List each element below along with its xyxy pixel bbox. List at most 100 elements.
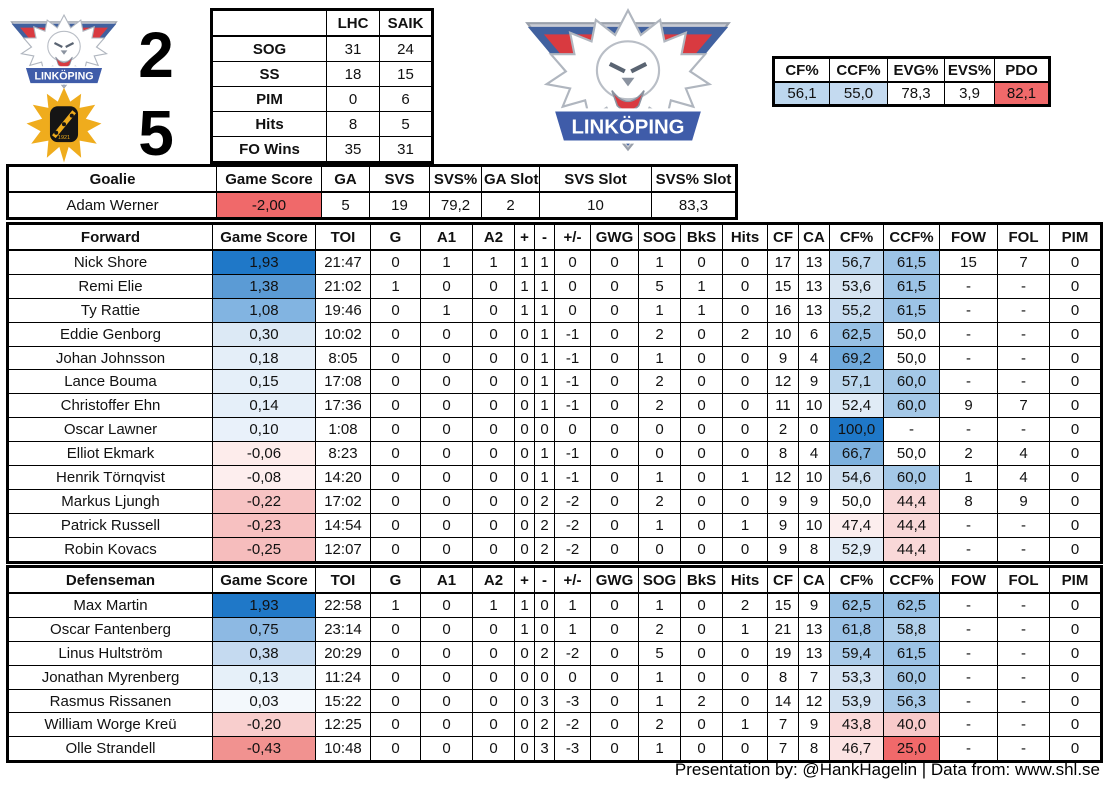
stat-cell: 44,4 [883, 536, 940, 563]
stat-cell: 1 [554, 592, 591, 618]
forward-stats-table: Forward Game Score TOI G A1 A2 + - +/- GWG SOG BkS H… [6, 222, 1103, 564]
stat-cell: 0 [514, 712, 535, 738]
stat-cell: 0 [472, 297, 515, 323]
stat-cell: 50,0 [883, 441, 940, 467]
stat-cell: - [997, 321, 1050, 347]
column-header: SOG [638, 566, 681, 594]
stat-cell: 61,8 [829, 616, 884, 642]
stat-cell: 0 [472, 536, 515, 563]
stat-cell: 0 [472, 512, 515, 538]
stat-cell: 0 [590, 393, 639, 419]
stat-cell: 0 [420, 345, 473, 371]
stat-cell: 0 [680, 417, 723, 443]
stat-cell: 0 [722, 640, 768, 666]
stat-cell: 56,1 [773, 81, 830, 106]
column-header: G [370, 223, 421, 251]
table-row: Markus Ljungh -0,22 17:02 0 0 0 0 2 -2 0 2 0 0 9 9 50,0… [7, 488, 1102, 514]
stat-cell: 0 [680, 712, 723, 738]
player-name-cell: Linus Hultström [7, 640, 213, 666]
table-row: Johan Johnsson 0,18 8:05 0 0 0 0 1 -1 0 1 0 0 9 4 69,2 5… [7, 345, 1102, 371]
stat-cell: 44,4 [883, 488, 940, 514]
stat-cell: -1 [554, 369, 591, 395]
stat-cell: - [939, 321, 998, 347]
stat-cell: 59,4 [829, 640, 884, 666]
stat-cell: 0 [472, 488, 515, 514]
stat-cell: 0 [1049, 369, 1102, 395]
stat-cell: 10 [539, 191, 652, 219]
column-header: CF [767, 223, 799, 251]
stat-cell: 0,75 [212, 616, 316, 642]
stat-cell: 18 [326, 61, 380, 87]
stat-cell: 0 [472, 736, 515, 763]
stat-cell: -1 [554, 393, 591, 419]
stat-cell: 14:20 [315, 465, 371, 490]
stat-cell: 0 [680, 536, 723, 563]
stat-cell: 1 [514, 297, 535, 323]
table-row: PIM 0 6 [211, 86, 433, 112]
stat-cell: 2 [638, 321, 681, 347]
stat-cell: 31 [326, 35, 380, 62]
stat-cell: - [997, 417, 1050, 443]
column-header: Goalie [7, 165, 217, 193]
stat-cell: - [939, 345, 998, 371]
stat-cell: 60,0 [883, 369, 940, 395]
stat-cell: 1 [554, 616, 591, 642]
column-header: Game Score [212, 223, 316, 251]
stat-cell: 13 [798, 640, 830, 666]
stat-cell: 1 [370, 592, 421, 618]
stat-cell: - [997, 736, 1050, 763]
stat-cell: 1 [534, 441, 555, 467]
column-header: EVS% [944, 57, 995, 83]
stat-cell: 0 [514, 369, 535, 395]
stat-cell: 0 [680, 640, 723, 666]
stat-cell: 35 [326, 136, 380, 163]
stat-cell: 1 [534, 297, 555, 323]
player-name-cell: Markus Ljungh [7, 488, 213, 514]
table-row: 56,1 55,0 78,3 3,9 82,1 [773, 81, 1050, 106]
column-header: LHC [326, 9, 380, 37]
stat-cell: - [939, 688, 998, 714]
stat-cell: 0 [370, 616, 421, 642]
column-header: SVS% [429, 165, 482, 193]
column-header: Game Score [212, 566, 316, 594]
player-name-cell: Rasmus Rissanen [7, 688, 213, 714]
player-name-cell: Lance Bouma [7, 369, 213, 395]
column-header: Forward [7, 223, 213, 251]
stat-cell: 0,13 [212, 664, 316, 690]
stat-cell: 0 [722, 536, 768, 563]
column-header: PDO [994, 57, 1050, 83]
stat-cell: 0 [722, 488, 768, 514]
stat-cell: 1 [638, 688, 681, 714]
stat-cell: 11 [767, 393, 799, 419]
stat-cell: 53,9 [829, 688, 884, 714]
stat-cell: 0 [370, 417, 421, 443]
stat-cell: 1 [534, 273, 555, 299]
stat-cell: 0 [590, 345, 639, 371]
stat-cell: 62,5 [883, 592, 940, 618]
stat-cell: 0 [420, 616, 473, 642]
stat-cell: -0,22 [212, 488, 316, 514]
stat-cell: 0 [514, 441, 535, 467]
stat-cell: 1 [514, 592, 535, 618]
stat-cell: 8 [767, 664, 799, 690]
stat-cell: 0 [420, 393, 473, 419]
stat-cell: 0 [420, 664, 473, 690]
stat-cell: 0 [554, 273, 591, 299]
column-header: A1 [420, 566, 473, 594]
stat-cell: 7 [997, 249, 1050, 275]
stat-cell: 13 [798, 297, 830, 323]
stat-cell: -2 [554, 640, 591, 666]
column-header: CF% [773, 57, 830, 83]
stat-cell: 2 [534, 712, 555, 738]
stat-cell: 10 [798, 512, 830, 538]
stat-cell: 0 [1049, 297, 1102, 323]
stat-cell: - [939, 664, 998, 690]
stat-cell: -0,25 [212, 536, 316, 563]
stat-cell: - [997, 712, 1050, 738]
stat-cell: 0 [590, 688, 639, 714]
stat-cell: 40,0 [883, 712, 940, 738]
stat-cell: 8 [798, 536, 830, 563]
stat-cell: 1 [638, 512, 681, 538]
stat-cell: 12:07 [315, 536, 371, 563]
column-header: CF% [829, 566, 884, 594]
